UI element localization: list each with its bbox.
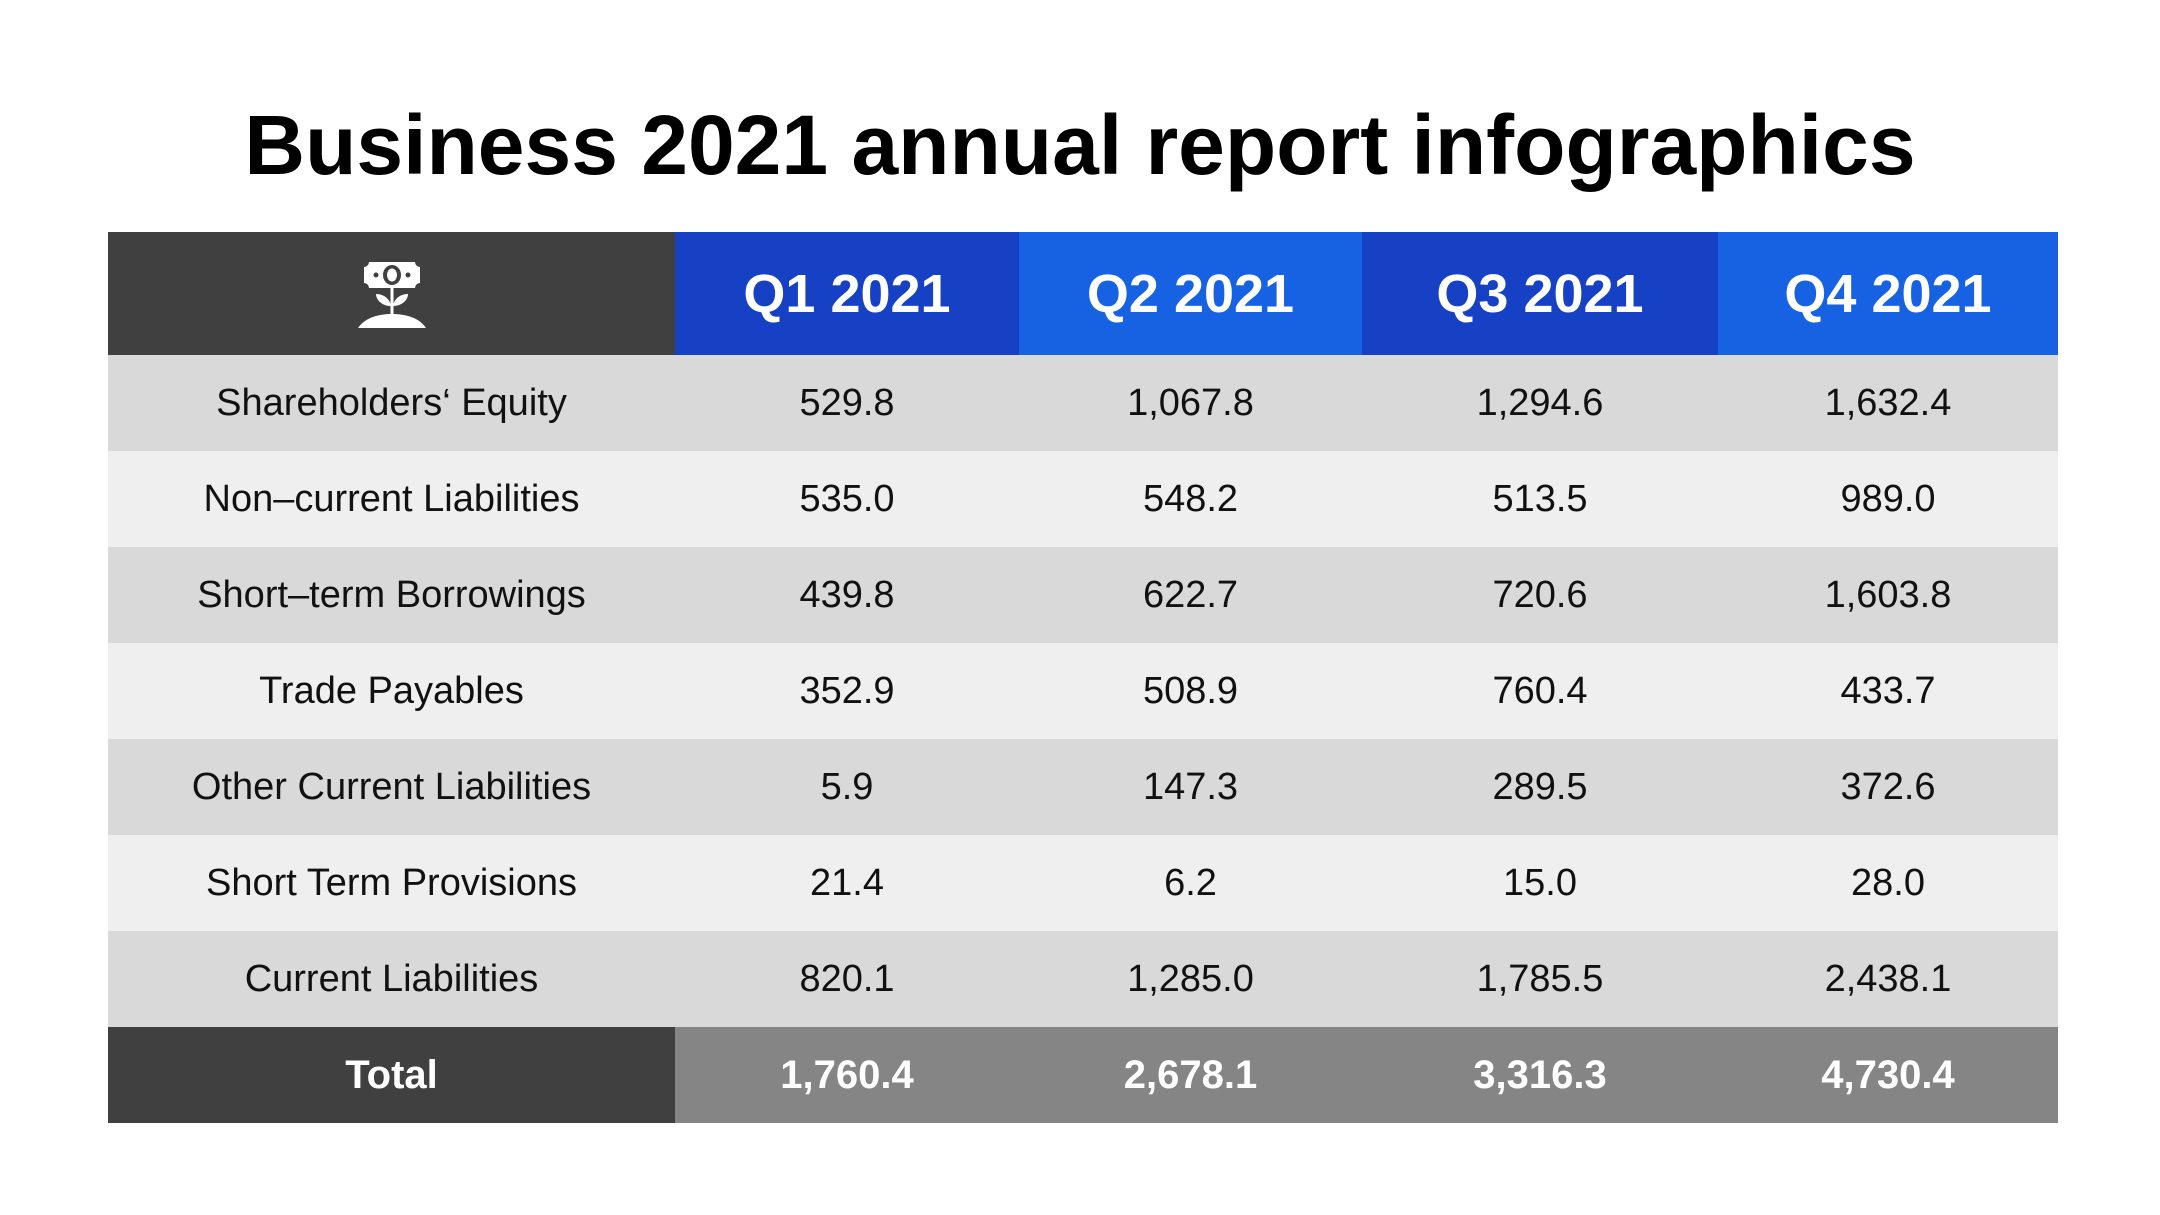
column-header-q2: Q2 2021 [1019, 232, 1362, 355]
column-header-q1: Q1 2021 [675, 232, 1019, 355]
table-cell: 5.9 [675, 739, 1019, 835]
total-cell: 1,760.4 [675, 1027, 1019, 1123]
table-cell: 439.8 [675, 547, 1019, 643]
table-cell: 508.9 [1019, 643, 1362, 739]
total-cell: 3,316.3 [1362, 1027, 1718, 1123]
table-cell: 820.1 [675, 931, 1019, 1027]
table-cell: 433.7 [1718, 643, 2058, 739]
table-cell: 1,603.8 [1718, 547, 2058, 643]
table-header-row: Q1 2021 Q2 2021 Q3 2021 Q4 2021 [108, 232, 2058, 355]
row-label: Shareholders‘ Equity [108, 355, 675, 451]
header-icon-cell [108, 232, 675, 355]
table-cell: 28.0 [1718, 835, 2058, 931]
table-cell: 352.9 [675, 643, 1019, 739]
table-cell: 372.6 [1718, 739, 2058, 835]
table-cell: 622.7 [1019, 547, 1362, 643]
table-cell: 147.3 [1019, 739, 1362, 835]
table-cell: 535.0 [675, 451, 1019, 547]
table-cell: 6.2 [1019, 835, 1362, 931]
table-row: Non–current Liabilities 535.0 548.2 513.… [108, 451, 2058, 547]
row-label: Other Current Liabilities [108, 739, 675, 835]
total-label: Total [108, 1027, 675, 1123]
table-cell: 513.5 [1362, 451, 1718, 547]
row-label: Trade Payables [108, 643, 675, 739]
column-header-q3: Q3 2021 [1362, 232, 1718, 355]
page-title: Business 2021 annual report infographics [244, 98, 1916, 192]
table-row: Short–term Borrowings 439.8 622.7 720.6 … [108, 547, 2058, 643]
row-label: Current Liabilities [108, 931, 675, 1027]
table-cell: 720.6 [1362, 547, 1718, 643]
row-label: Non–current Liabilities [108, 451, 675, 547]
table-row: Current Liabilities 820.1 1,285.0 1,785.… [108, 931, 2058, 1027]
table-cell: 289.5 [1362, 739, 1718, 835]
table-row: Other Current Liabilities 5.9 147.3 289.… [108, 739, 2058, 835]
total-cell: 4,730.4 [1718, 1027, 2058, 1123]
table-cell: 1,285.0 [1019, 931, 1362, 1027]
table-cell: 21.4 [675, 835, 1019, 931]
money-plant-icon [357, 256, 426, 328]
table-cell: 1,785.5 [1362, 931, 1718, 1027]
table-cell: 1,632.4 [1718, 355, 2058, 451]
report-table: Q1 2021 Q2 2021 Q3 2021 Q4 2021 Sharehol… [108, 232, 2058, 1123]
table-row: Shareholders‘ Equity 529.8 1,067.8 1,294… [108, 355, 2058, 451]
table-row: Short Term Provisions 21.4 6.2 15.0 28.0 [108, 835, 2058, 931]
total-cell: 2,678.1 [1019, 1027, 1362, 1123]
table-row: Trade Payables 352.9 508.9 760.4 433.7 [108, 643, 2058, 739]
row-label: Short Term Provisions [108, 835, 675, 931]
table-cell: 548.2 [1019, 451, 1362, 547]
total-row: Total 1,760.4 2,678.1 3,316.3 4,730.4 [108, 1027, 2058, 1123]
table-cell: 15.0 [1362, 835, 1718, 931]
table-cell: 760.4 [1362, 643, 1718, 739]
row-label: Short–term Borrowings [108, 547, 675, 643]
table-cell: 989.0 [1718, 451, 2058, 547]
table-cell: 1,067.8 [1019, 355, 1362, 451]
column-header-q4: Q4 2021 [1718, 232, 2058, 355]
table-cell: 2,438.1 [1718, 931, 2058, 1027]
table-cell: 529.8 [675, 355, 1019, 451]
table-cell: 1,294.6 [1362, 355, 1718, 451]
